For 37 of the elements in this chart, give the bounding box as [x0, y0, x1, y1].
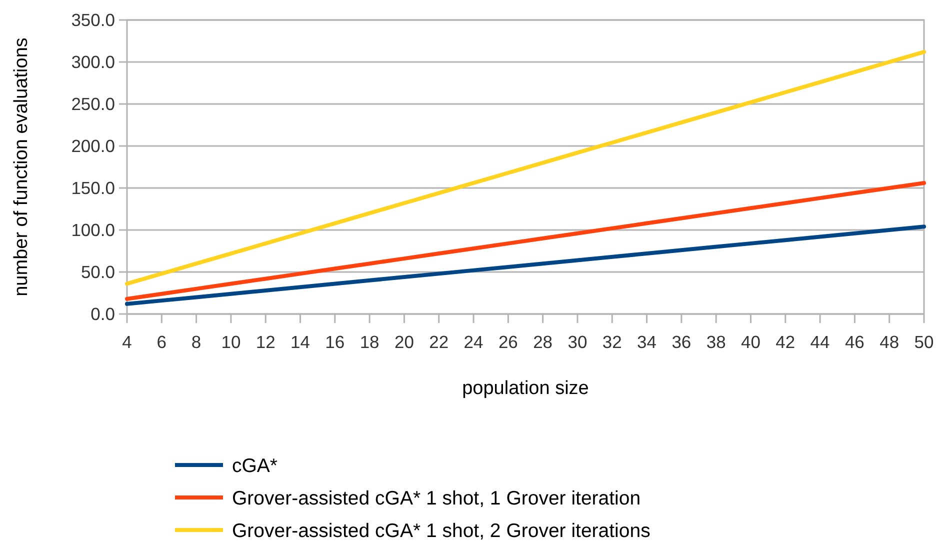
x-tick-label: 46 — [844, 332, 864, 352]
y-tick-label: 350.0 — [71, 10, 116, 30]
x-tick-label: 44 — [810, 332, 830, 352]
x-tick-label: 48 — [880, 332, 900, 352]
legend-label: Grover-assisted cGA* 1 shot, 2 Grover iterations — [232, 520, 651, 542]
y-tick-label: 0.0 — [90, 304, 116, 324]
x-tick-label: 12 — [256, 332, 276, 352]
x-tick-label: 40 — [741, 332, 761, 352]
x-tick-label: 36 — [672, 332, 692, 352]
legend-label: cGA* — [232, 454, 278, 477]
x-tick-label: 20 — [394, 332, 414, 352]
x-tick-label: 22 — [429, 332, 449, 352]
x-tick-label: 10 — [221, 332, 241, 352]
x-tick-label: 24 — [464, 332, 484, 352]
x-tick-label: 26 — [498, 332, 518, 352]
x-tick-label: 34 — [637, 332, 657, 352]
x-axis-title: population size — [462, 378, 589, 399]
x-tick-label: 30 — [568, 332, 588, 352]
y-tick-label: 150.0 — [71, 178, 116, 198]
x-tick-label: 50 — [914, 332, 934, 352]
x-tick-label: 28 — [533, 332, 553, 352]
x-tick-label: 32 — [602, 332, 622, 352]
x-tick-label: 38 — [706, 332, 726, 352]
y-axis-title: number of function evaluations — [11, 38, 32, 296]
y-tick-label: 100.0 — [71, 220, 116, 240]
y-tick-label: 50.0 — [80, 262, 116, 282]
x-tick-label: 18 — [360, 332, 380, 352]
legend-label: Grover-assisted cGA* 1 shot, 1 Grover iteration — [232, 487, 641, 510]
x-tick-label: 4 — [122, 332, 132, 352]
y-tick-label: 200.0 — [71, 136, 116, 156]
x-tick-label: 42 — [776, 332, 796, 352]
x-tick-label: 8 — [191, 332, 202, 352]
x-tick-label: 6 — [156, 332, 167, 352]
x-tick-label: 16 — [325, 332, 345, 352]
y-tick-label: 300.0 — [71, 52, 116, 72]
y-tick-label: 250.0 — [71, 94, 116, 114]
x-tick-label: 14 — [290, 332, 310, 352]
